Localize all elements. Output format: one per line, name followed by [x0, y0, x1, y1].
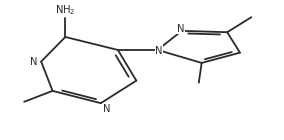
Text: NH$_2$: NH$_2$ [55, 3, 76, 17]
Text: N: N [155, 46, 163, 56]
Text: N: N [103, 104, 110, 114]
Text: N: N [30, 57, 38, 66]
Text: N: N [177, 24, 184, 34]
